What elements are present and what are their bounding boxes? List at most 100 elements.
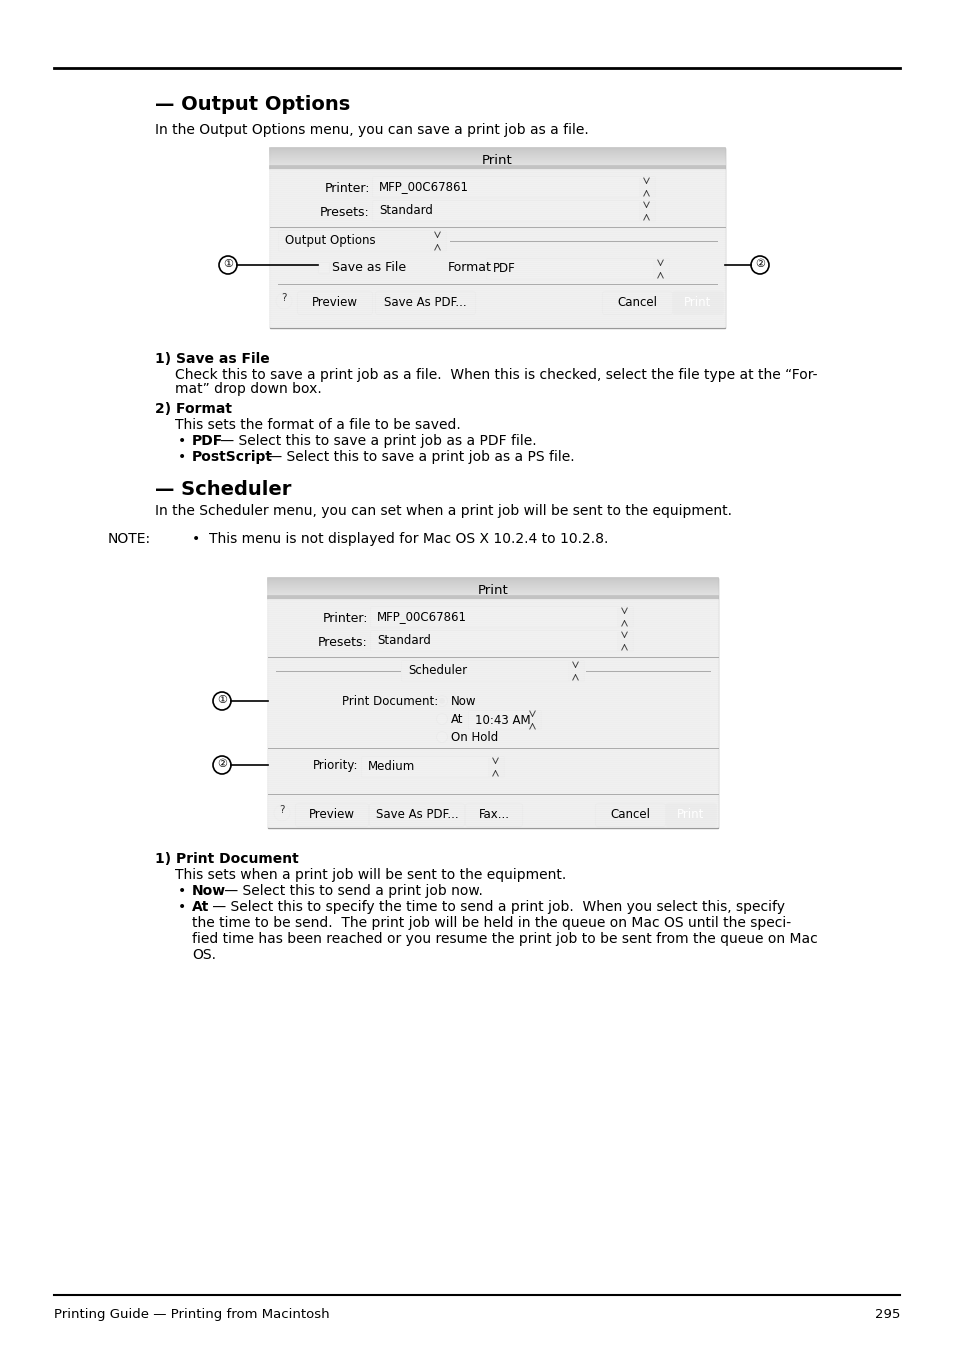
Text: Cancel: Cancel (610, 807, 650, 821)
Text: Standard: Standard (376, 634, 431, 647)
Text: This sets when a print job will be sent to the equipment.: This sets when a print job will be sent … (174, 868, 566, 882)
Text: Preview: Preview (309, 807, 355, 821)
Text: •: • (178, 900, 186, 914)
Circle shape (275, 293, 292, 309)
Text: Print: Print (481, 154, 513, 167)
Bar (430, 232, 444, 249)
Text: This sets the format of a file to be saved.: This sets the format of a file to be sav… (174, 418, 460, 431)
Text: OS.: OS. (192, 948, 215, 962)
FancyBboxPatch shape (297, 291, 372, 314)
Text: •: • (178, 434, 186, 448)
Circle shape (213, 756, 231, 774)
Text: — Select this to save a print job as a PS file.: — Select this to save a print job as a P… (264, 450, 574, 464)
Text: Preview: Preview (312, 295, 357, 309)
Text: 1) Print Document: 1) Print Document (154, 852, 298, 865)
Text: — Select this to specify the time to send a print job.  When you select this, sp: — Select this to specify the time to sen… (208, 900, 784, 914)
Text: ?: ? (281, 293, 287, 303)
Text: Save As PDF...: Save As PDF... (375, 807, 457, 821)
Text: ②: ② (754, 259, 764, 270)
Text: Printing Guide — Printing from Macintosh: Printing Guide — Printing from Macintosh (54, 1308, 330, 1321)
Bar (270, 170, 724, 174)
Text: 10:43 AM: 10:43 AM (475, 714, 530, 727)
Text: PostScript: PostScript (192, 450, 273, 464)
Bar (639, 178, 654, 195)
Text: NOTE:: NOTE: (108, 532, 151, 546)
Text: ①: ① (223, 259, 233, 270)
Circle shape (436, 713, 447, 724)
Text: Priority:: Priority: (313, 759, 357, 772)
Circle shape (219, 256, 236, 274)
Text: Scheduler: Scheduler (408, 665, 467, 677)
Text: — Scheduler: — Scheduler (154, 480, 291, 499)
Bar (617, 608, 631, 625)
Text: Save as File: Save as File (332, 262, 406, 274)
Bar (488, 758, 502, 776)
Text: ②: ② (216, 759, 227, 768)
Text: Print Document:: Print Document: (341, 696, 437, 708)
Text: Cancel: Cancel (617, 295, 657, 309)
FancyBboxPatch shape (486, 259, 669, 279)
Text: 1) Save as File: 1) Save as File (154, 352, 270, 367)
Circle shape (436, 696, 447, 706)
Bar (567, 662, 582, 679)
Text: Fax...: Fax... (478, 807, 509, 821)
Text: ?: ? (279, 805, 284, 816)
Text: Print: Print (683, 295, 711, 309)
Bar (617, 632, 631, 650)
FancyBboxPatch shape (375, 291, 475, 314)
Text: •  This menu is not displayed for Mac OS X 10.2.4 to 10.2.8.: • This menu is not displayed for Mac OS … (192, 532, 608, 546)
Bar (524, 712, 539, 728)
Text: fied time has been reached or you resume the print job to be sent from the queue: fied time has been reached or you resume… (192, 931, 817, 946)
FancyBboxPatch shape (369, 803, 464, 826)
Bar (317, 262, 329, 274)
Text: In the Output Options menu, you can save a print job as a file.: In the Output Options menu, you can save… (154, 123, 588, 137)
Text: •: • (178, 450, 186, 464)
Text: Printer:: Printer: (324, 182, 370, 195)
Text: Check this to save a print job as a file.  When this is checked, select the file: Check this to save a print job as a file… (174, 368, 817, 381)
FancyBboxPatch shape (465, 803, 522, 826)
Text: At: At (192, 900, 209, 914)
Text: ①: ① (216, 696, 227, 705)
Text: MFP_00C67861: MFP_00C67861 (378, 181, 469, 193)
Text: the time to be send.  The print job will be held in the queue on Mac OS until th: the time to be send. The print job will … (192, 917, 790, 930)
Bar (268, 600, 718, 604)
Bar (639, 202, 654, 220)
FancyBboxPatch shape (372, 177, 655, 198)
Text: Print: Print (677, 807, 704, 821)
Text: On Hold: On Hold (451, 731, 497, 744)
Text: Output Options: Output Options (285, 235, 375, 247)
Circle shape (213, 692, 231, 710)
Text: Printer:: Printer: (322, 612, 368, 625)
FancyBboxPatch shape (372, 201, 655, 221)
Text: 295: 295 (874, 1308, 899, 1321)
Circle shape (750, 256, 768, 274)
FancyBboxPatch shape (370, 631, 633, 651)
Text: MFP_00C67861: MFP_00C67861 (376, 611, 467, 623)
Text: — Select this to save a print job as a PDF file.: — Select this to save a print job as a P… (215, 434, 536, 448)
Text: Presets:: Presets: (318, 636, 368, 648)
FancyBboxPatch shape (602, 291, 672, 314)
FancyBboxPatch shape (278, 231, 446, 252)
Bar (268, 578, 718, 828)
Text: mat” drop down box.: mat” drop down box. (174, 381, 321, 396)
FancyBboxPatch shape (672, 291, 722, 314)
Text: •: • (178, 884, 186, 898)
Text: PDF: PDF (192, 434, 223, 448)
FancyBboxPatch shape (361, 756, 504, 778)
Bar (652, 260, 667, 278)
FancyBboxPatch shape (370, 607, 633, 628)
Circle shape (438, 698, 444, 704)
FancyBboxPatch shape (595, 803, 665, 826)
Circle shape (436, 732, 447, 743)
Circle shape (274, 805, 290, 821)
Text: 2) Format: 2) Format (154, 402, 232, 417)
FancyBboxPatch shape (401, 661, 584, 682)
Bar (270, 148, 724, 328)
Text: At: At (451, 713, 463, 727)
Text: Medium: Medium (368, 760, 415, 772)
Text: Now: Now (451, 696, 476, 708)
FancyBboxPatch shape (665, 803, 716, 826)
Text: Presets:: Presets: (320, 206, 370, 218)
Text: — Output Options: — Output Options (154, 94, 350, 115)
Text: Save As PDF...: Save As PDF... (384, 295, 466, 309)
